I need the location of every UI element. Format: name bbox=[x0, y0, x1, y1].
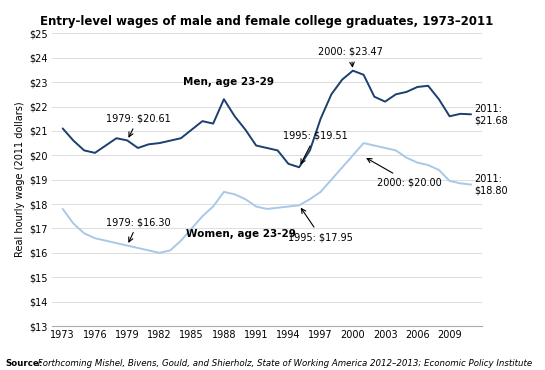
Text: 2000: $23.47: 2000: $23.47 bbox=[318, 47, 383, 67]
Text: Women, age 23-29: Women, age 23-29 bbox=[186, 229, 296, 239]
Text: Source:: Source: bbox=[5, 359, 43, 368]
Text: 1979: $20.61: 1979: $20.61 bbox=[106, 114, 171, 137]
Text: 1979: $16.30: 1979: $16.30 bbox=[106, 217, 171, 242]
Text: Forthcoming Mishel, Bivens, Gould, and Shierholz, ​State of Working America 2012: Forthcoming Mishel, Bivens, Gould, and S… bbox=[35, 359, 532, 368]
Text: 2011:
$18.80: 2011: $18.80 bbox=[474, 174, 508, 195]
Text: 2011:
$21.68: 2011: $21.68 bbox=[474, 104, 508, 125]
Text: 1995: $17.95: 1995: $17.95 bbox=[288, 209, 353, 242]
Text: 1995: $19.51: 1995: $19.51 bbox=[283, 131, 348, 164]
Text: 2000: $20.00: 2000: $20.00 bbox=[367, 158, 441, 187]
Title: Entry-level wages of male and female college graduates, 1973–2011: Entry-level wages of male and female col… bbox=[40, 15, 494, 28]
Text: Men, age 23-29: Men, age 23-29 bbox=[183, 77, 274, 87]
Y-axis label: Real hourly wage (2011 dollars): Real hourly wage (2011 dollars) bbox=[15, 102, 25, 258]
